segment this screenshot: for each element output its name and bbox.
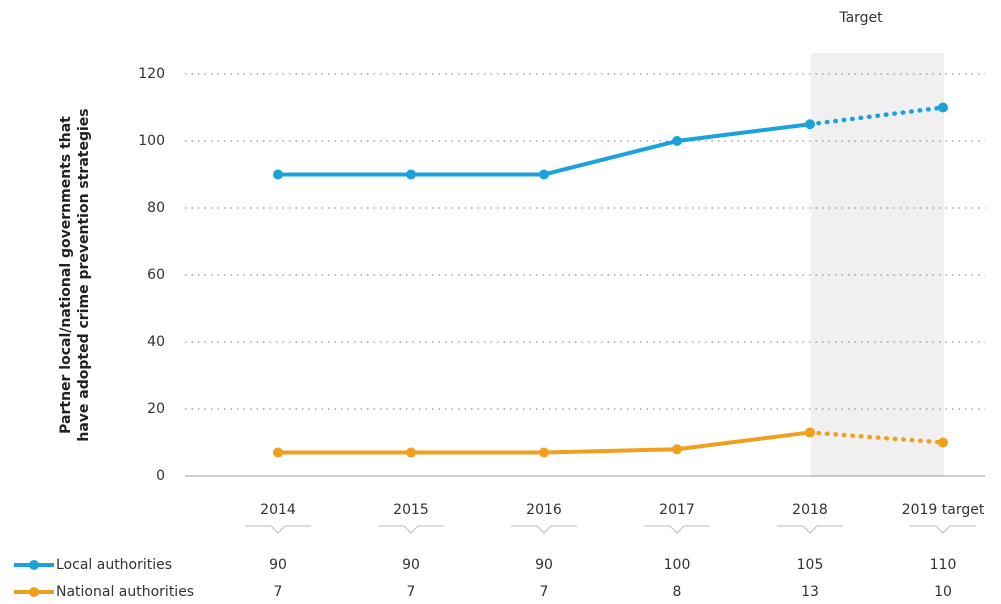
table-value: 110 [930,557,957,573]
point [672,136,682,146]
x-tick-label: 2018 [792,502,828,518]
point [938,437,948,448]
point [406,447,416,458]
point [273,169,283,180]
y-axis-label: have adopted crime prevention strategies [76,108,92,441]
table-value: 90 [535,557,553,573]
y-tick-label: 100 [138,133,165,149]
point [805,427,815,438]
table-value: 90 [269,557,287,573]
y-tick-label: 40 [147,334,165,350]
table-value: 7 [407,584,416,600]
point [938,102,948,113]
y-tick-label: 60 [147,267,165,283]
table-value: 90 [402,557,420,573]
x-tick-label: 2017 [659,502,695,518]
point [406,169,416,180]
legend-swatch-dot [29,560,39,570]
x-tick-label: 2016 [526,502,562,518]
chevron [245,525,311,534]
x-tick-label: 2014 [260,502,296,518]
point [539,169,549,180]
series-target-line [807,105,946,127]
chevron [910,525,976,534]
y-axis-label: Partner local/national governments that [58,116,74,434]
x-tick-label: 2019 target [902,502,985,518]
chevron [777,525,843,534]
point [805,119,815,130]
table-value: 7 [540,584,549,600]
table-value: 105 [797,557,824,573]
table-value: 8 [673,584,682,600]
legend-label: National authorities [56,584,194,600]
y-tick-label: 20 [147,401,165,417]
table-value: 10 [934,584,952,600]
legend-swatch-dot [29,587,39,597]
series-line [276,122,812,177]
x-tick-label: 2015 [393,502,429,518]
target-label: Target [838,10,883,26]
series-target-line [807,430,946,445]
chevron [644,525,710,534]
point [672,444,682,455]
chevron [511,525,577,534]
legend-label: Local authorities [56,557,172,573]
table-value: 13 [801,584,819,600]
table-value: 100 [664,557,691,573]
y-tick-label: 0 [156,468,165,484]
target-shade [811,53,944,476]
table-value: 7 [274,584,283,600]
chevron [378,525,444,534]
y-tick-label: 120 [138,66,165,82]
point [273,447,283,458]
y-tick-label: 80 [147,200,165,216]
point [539,447,549,458]
